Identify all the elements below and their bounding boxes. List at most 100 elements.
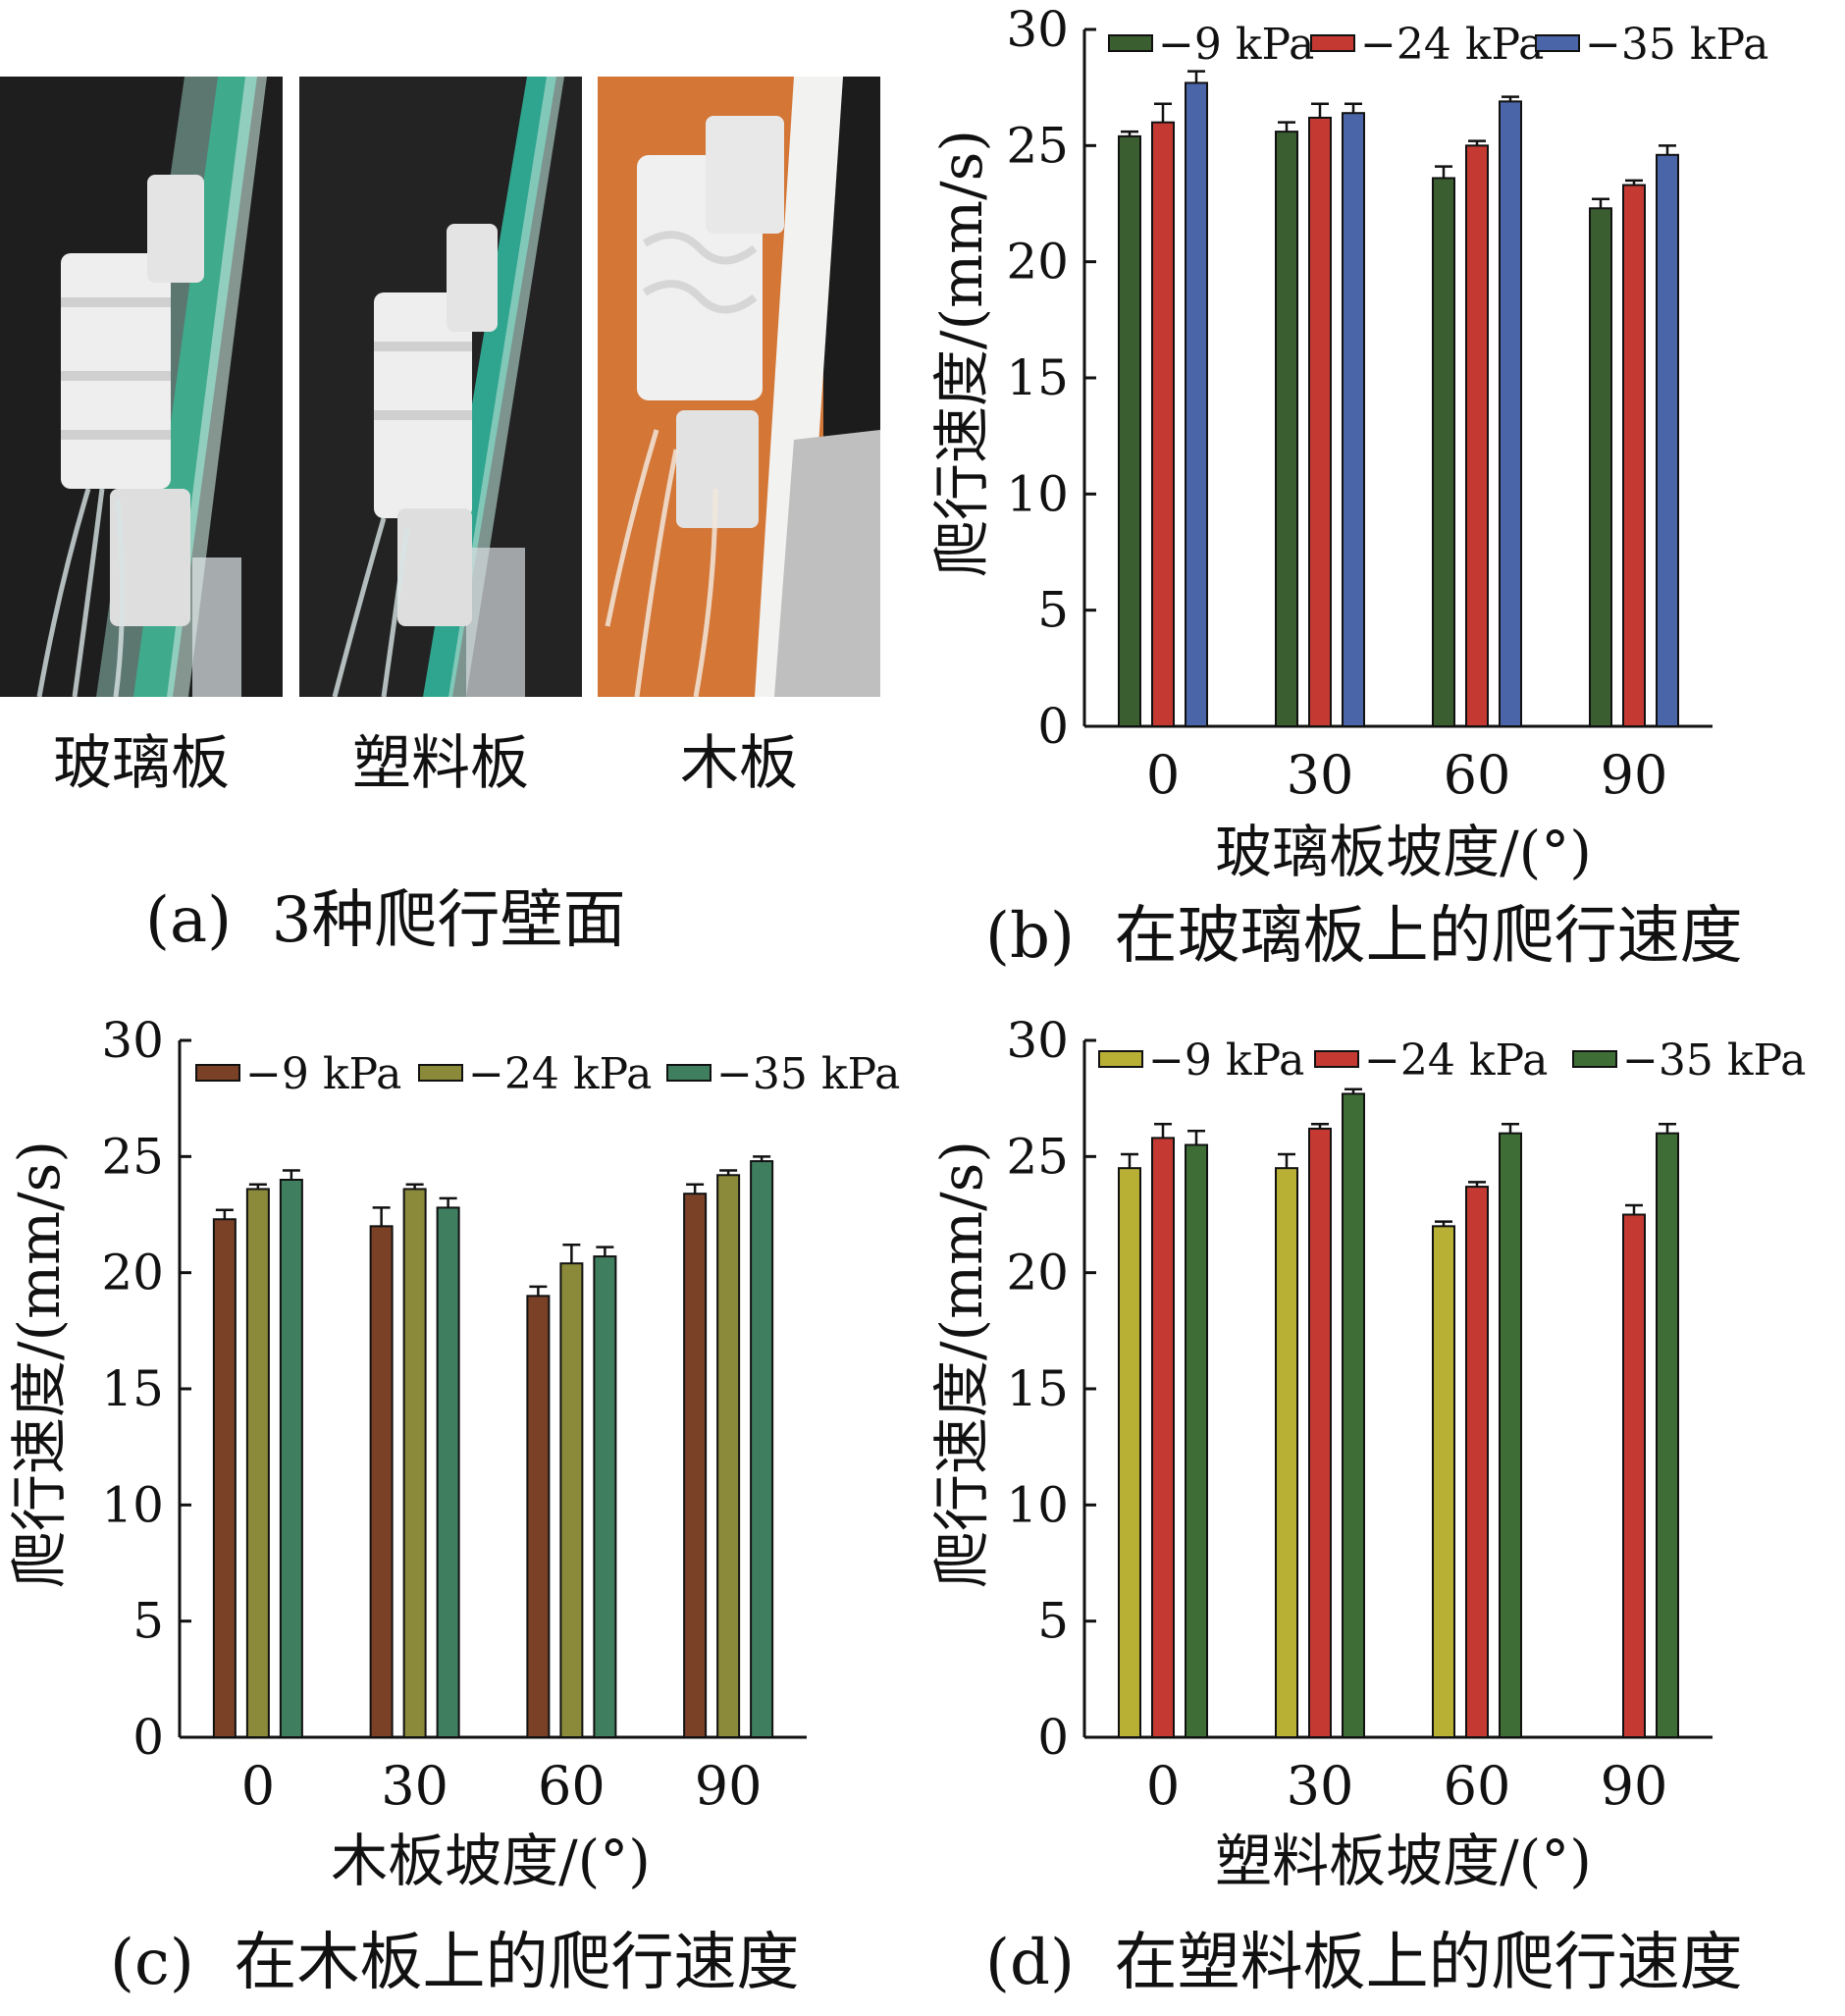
x-tick-label: 60 [1444, 1755, 1511, 1817]
bar [1185, 81, 1208, 727]
y-tick-label: 10 [101, 1476, 164, 1533]
y-tick-label: 25 [1006, 117, 1069, 174]
bar [369, 1225, 394, 1739]
bar [402, 1188, 427, 1738]
y-tick-label: 20 [101, 1245, 164, 1301]
x-tick-label: 30 [1287, 1755, 1354, 1817]
y-tick-label: 20 [1006, 234, 1069, 291]
y-tick-label: 30 [101, 1012, 164, 1069]
bar [1432, 1225, 1455, 1739]
panel-b-glass-speed: 0 5 10 15 20 25 30 0 30 60 90 −9 kPa −24 kPa −35 kPa 玻… [922, 0, 1845, 981]
y-tick-label: 10 [1006, 465, 1069, 522]
y-tick-label: 20 [1006, 1245, 1069, 1301]
bar [593, 1255, 617, 1738]
caption-b-text: 在玻璃板上的爬行速度 [1114, 900, 1743, 973]
x-axis-label: 木板坡度/(°) [331, 1828, 651, 1894]
photo-label-wood: 木板 [680, 729, 798, 798]
bar [683, 1193, 708, 1738]
bar [279, 1179, 303, 1738]
x-tick-label: 60 [1444, 744, 1511, 806]
bar [1118, 134, 1141, 728]
y-tick-label: 10 [1006, 1476, 1069, 1533]
legend-label: −24 kPa [468, 1049, 652, 1099]
caption-b: (b) 在玻璃板上的爬行速度 [985, 905, 1743, 968]
bar [1656, 1132, 1679, 1738]
y-tick-label: 5 [1037, 582, 1069, 639]
caption-c-tag: (c) [110, 1927, 194, 1999]
caption-c-text: 在木板上的爬行速度 [234, 1927, 800, 1999]
y-axis-label: 爬行速度/(mm/s) [928, 130, 995, 577]
y-tick-label: 0 [132, 1709, 164, 1766]
legend-swatch [418, 1064, 463, 1082]
bar [212, 1218, 237, 1738]
bar [1622, 1213, 1646, 1738]
bar [526, 1295, 551, 1738]
bar [1432, 177, 1455, 727]
y-tick-label: 15 [1006, 349, 1069, 406]
legend-swatch [1310, 34, 1355, 52]
legend-swatch [1108, 34, 1153, 52]
x-tick-label: 0 [241, 1755, 275, 1817]
bar [1151, 121, 1175, 727]
x-tick-label: 30 [381, 1755, 448, 1817]
caption-d-text: 在塑料板上的爬行速度 [1114, 1927, 1743, 1999]
caption-b-tag: (b) [985, 900, 1075, 973]
x-tick-label: 60 [538, 1755, 606, 1817]
x-axis-label: 玻璃板坡度/(°) [1215, 819, 1592, 885]
bar [1308, 1127, 1332, 1738]
caption-a-tag: (a) [145, 884, 233, 957]
panel-d-plastic-speed: 0 5 10 15 20 25 30 0 30 60 90 −9 kPa −24 kPa −35 kPa 塑… [922, 981, 1845, 2016]
bar [1499, 100, 1522, 728]
y-tick-label: 0 [1037, 1709, 1069, 1766]
bar [1465, 144, 1489, 728]
bar [1275, 131, 1298, 727]
legend-swatch [1314, 1050, 1359, 1068]
legend-label: −35 kPa [1622, 1035, 1806, 1086]
legend-swatch [1572, 1050, 1617, 1068]
y-tick-label: 5 [1037, 1593, 1069, 1650]
legend-label: −9 kPa [1158, 20, 1314, 70]
y-tick-label: 15 [1006, 1360, 1069, 1417]
y-tick-label: 0 [1037, 698, 1069, 755]
y-axis-label: 爬行速度/(mm/s) [6, 1141, 73, 1588]
caption-a-text: 3种爬行壁面 [271, 884, 626, 957]
bar [1342, 1092, 1365, 1738]
bar [1185, 1143, 1208, 1738]
x-tick-label: 0 [1146, 744, 1180, 806]
bar [245, 1188, 270, 1738]
legend-label: −9 kPa [1148, 1035, 1304, 1086]
bar [1499, 1132, 1522, 1738]
panel-c-wood-speed: 0 5 10 15 20 25 30 0 30 60 90 −9 kPa −24 kPa −35 kPa 木… [0, 981, 922, 2016]
y-tick-label: 25 [1006, 1128, 1069, 1185]
x-tick-label: 90 [1601, 744, 1668, 806]
bar [1622, 184, 1646, 728]
x-tick-label: 30 [1287, 744, 1354, 806]
bar [1275, 1167, 1298, 1738]
photo-plastic-plate [299, 77, 582, 697]
bar [436, 1206, 460, 1738]
legend-label: −35 kPa [1585, 20, 1768, 70]
bar [1308, 116, 1332, 727]
legend-swatch [666, 1064, 712, 1082]
caption-d-tag: (d) [985, 1927, 1075, 1999]
bar [1656, 153, 1679, 728]
y-tick-label: 30 [1006, 1012, 1069, 1069]
bar [716, 1174, 741, 1738]
x-tick-label: 90 [1601, 1755, 1668, 1817]
legend-label: −24 kPa [1360, 20, 1544, 70]
x-tick-label: 90 [695, 1755, 763, 1817]
bar [1151, 1137, 1175, 1738]
chart-c-svg: 0 5 10 15 20 25 30 0 30 60 90 −9 kPa −24 kPa −35 kPa 木… [6, 1012, 900, 1894]
caption-a: (a) 3种爬行壁面 [145, 889, 626, 952]
bar [559, 1262, 584, 1738]
bar [750, 1160, 774, 1739]
y-tick-label: 5 [132, 1593, 164, 1650]
y-tick-label: 15 [101, 1360, 164, 1417]
y-tick-label: 30 [1006, 1, 1069, 58]
panel-a-wall-surfaces: 玻璃板 塑料板 木板 (a) 3种爬行壁面 [0, 0, 922, 981]
photo-wood-plate [598, 77, 880, 697]
bar [1342, 112, 1365, 727]
caption-d: (d) 在塑料板上的爬行速度 [985, 1932, 1743, 1994]
photo-label-glass: 玻璃板 [53, 729, 230, 798]
bar [1465, 1186, 1489, 1739]
